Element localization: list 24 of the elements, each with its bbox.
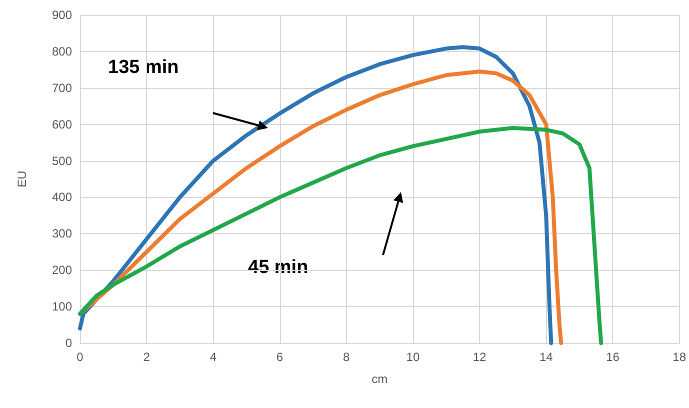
y-tick-label: 300 bbox=[52, 226, 72, 241]
y-tick-label: 800 bbox=[52, 44, 72, 58]
y-tick-label: 500 bbox=[52, 154, 72, 168]
y-tick-label: 900 bbox=[52, 8, 72, 22]
y-axis-title: EU bbox=[15, 170, 29, 188]
y-tick-label: 400 bbox=[52, 190, 72, 204]
y-tick-label: 200 bbox=[52, 263, 72, 278]
x-tick-label: 6 bbox=[276, 350, 284, 364]
x-tick-label: 10 bbox=[406, 350, 420, 364]
x-tick-label: 12 bbox=[472, 350, 487, 364]
x-tick-label: 2 bbox=[143, 350, 150, 364]
x-tick-label: 16 bbox=[606, 350, 620, 364]
x-axis-title: cm bbox=[372, 372, 388, 386]
y-tick-label: 0 bbox=[65, 336, 72, 350]
annotation: 135 min bbox=[108, 57, 179, 78]
x-tick-label: 0 bbox=[76, 350, 84, 364]
y-tick-label: 700 bbox=[52, 80, 72, 95]
y-tick-label: 100 bbox=[52, 300, 72, 314]
y-tick-label: 600 bbox=[52, 117, 72, 132]
x-tick-label: 18 bbox=[672, 350, 686, 364]
x-tick-label: 4 bbox=[210, 350, 217, 364]
x-tick-label: 14 bbox=[539, 350, 554, 364]
x-tick-label: 8 bbox=[343, 350, 350, 364]
line-series bbox=[78, 126, 604, 345]
